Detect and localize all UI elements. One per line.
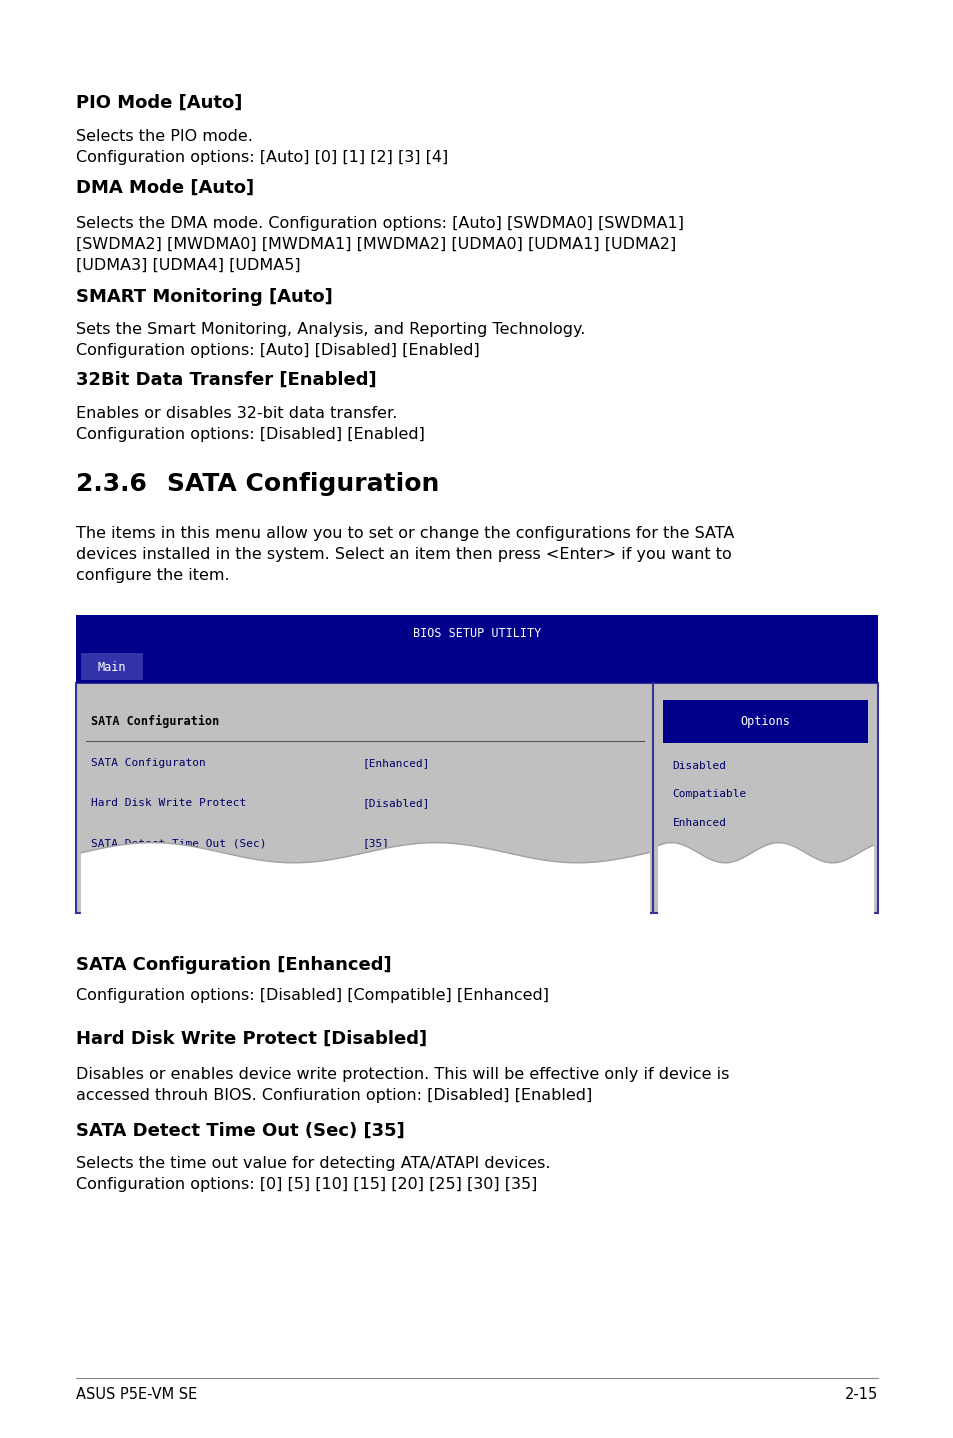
Text: Hard Disk Write Protect [Disabled]: Hard Disk Write Protect [Disabled] <box>76 1030 427 1048</box>
Text: SATA Configuration: SATA Configuration <box>91 715 218 728</box>
Text: SMART Monitoring [Auto]: SMART Monitoring [Auto] <box>76 288 333 306</box>
Text: Enables or disables 32-bit data transfer.
Configuration options: [Disabled] [Ena: Enables or disables 32-bit data transfer… <box>76 406 425 441</box>
FancyBboxPatch shape <box>81 653 143 680</box>
Text: SATA Configuration: SATA Configuration <box>167 472 439 496</box>
FancyBboxPatch shape <box>662 700 867 743</box>
Text: SATA Detect Time Out (Sec): SATA Detect Time Out (Sec) <box>91 838 266 848</box>
Text: ASUS P5E-VM SE: ASUS P5E-VM SE <box>76 1388 197 1402</box>
Text: Disabled: Disabled <box>672 761 726 771</box>
Text: Sets the Smart Monitoring, Analysis, and Reporting Technology.
Configuration opt: Sets the Smart Monitoring, Analysis, and… <box>76 322 585 358</box>
Text: SATA Configuraton: SATA Configuraton <box>91 758 205 768</box>
Text: SATA Detect Time Out (Sec) [35]: SATA Detect Time Out (Sec) [35] <box>76 1122 405 1140</box>
Text: 32Bit Data Transfer [Enabled]: 32Bit Data Transfer [Enabled] <box>76 371 376 390</box>
Text: Selects the time out value for detecting ATA/ATAPI devices.
Configuration option: Selects the time out value for detecting… <box>76 1156 550 1192</box>
Text: The items in this menu allow you to set or change the configurations for the SAT: The items in this menu allow you to set … <box>76 526 734 584</box>
Text: SATA Configuration [Enhanced]: SATA Configuration [Enhanced] <box>76 956 392 975</box>
Text: [35]: [35] <box>362 838 389 848</box>
Text: Selects the PIO mode.
Configuration options: [Auto] [0] [1] [2] [3] [4]: Selects the PIO mode. Configuration opti… <box>76 129 448 165</box>
Text: Disables or enables device write protection. This will be effective only if devi: Disables or enables device write protect… <box>76 1067 729 1103</box>
Text: DMA Mode [Auto]: DMA Mode [Auto] <box>76 178 254 197</box>
Text: Options: Options <box>740 715 790 729</box>
Text: Enhanced: Enhanced <box>672 818 726 828</box>
FancyBboxPatch shape <box>76 683 877 913</box>
Text: [Enhanced]: [Enhanced] <box>362 758 430 768</box>
FancyBboxPatch shape <box>76 651 877 683</box>
FancyBboxPatch shape <box>76 615 877 651</box>
Text: Compatiable: Compatiable <box>672 789 746 800</box>
Text: Main: Main <box>98 660 126 674</box>
Text: 2-15: 2-15 <box>843 1388 877 1402</box>
Text: Hard Disk Write Protect: Hard Disk Write Protect <box>91 798 246 808</box>
Text: 2.3.6: 2.3.6 <box>76 472 147 496</box>
Text: [Disabled]: [Disabled] <box>362 798 430 808</box>
Text: Configuration options: [Disabled] [Compatible] [Enhanced]: Configuration options: [Disabled] [Compa… <box>76 988 549 1002</box>
Text: BIOS SETUP UTILITY: BIOS SETUP UTILITY <box>413 627 540 640</box>
Text: Selects the DMA mode. Configuration options: [Auto] [SWDMA0] [SWDMA1]
[SWDMA2] [: Selects the DMA mode. Configuration opti… <box>76 216 683 273</box>
Text: PIO Mode [Auto]: PIO Mode [Auto] <box>76 93 242 112</box>
